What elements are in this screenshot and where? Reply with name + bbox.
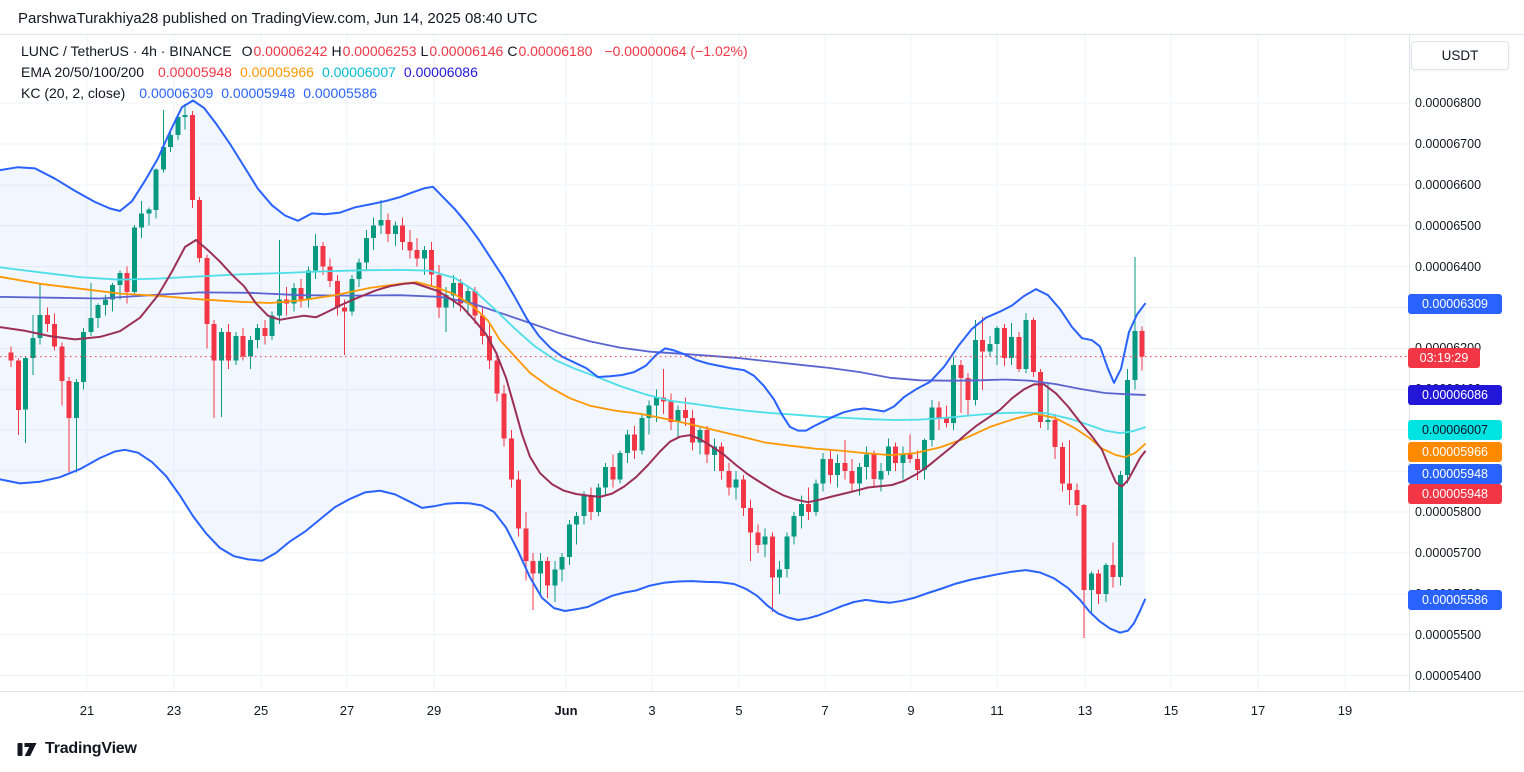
price-axis-label: 0.00006500 (1415, 219, 1482, 233)
ohlc-letter: O (241, 43, 253, 59)
publish-attribution: ParshwaTurakhiya28 published on TradingV… (18, 10, 538, 27)
time-axis-label: 3 (648, 703, 656, 718)
price-axis-label: 0.00006700 (1415, 137, 1482, 151)
gridlines (0, 35, 1408, 691)
kc-band-fill (0, 100, 1145, 633)
ema20-badge: 0.00005948 (1408, 484, 1502, 504)
ohlc-number: 0.00006146 (429, 43, 504, 59)
ema-indicator-label[interactable]: EMA 20/50/100/200 (21, 64, 144, 80)
kc-legend-row: KC (20, 2, close) 0.00006309 0.00005948 0.… (21, 83, 748, 104)
indicator-value: 0.00006007 (321, 64, 396, 80)
ema50-line (0, 275, 1146, 459)
chart-layers (0, 35, 1408, 691)
change-value: −0.00000064 (−1.02%) (604, 43, 748, 59)
currency-toggle-button[interactable]: USDT (1411, 41, 1509, 70)
tradingview-logo-icon (17, 743, 37, 756)
ohlc-letter: L (420, 43, 429, 59)
ohlc-letter: H (331, 43, 342, 59)
ohlc-number: 0.00006242 (253, 43, 328, 59)
time-axis-label: 17 (1250, 703, 1266, 718)
countdown-badge: 03:19:29 (1408, 348, 1480, 368)
price-axis-label: 0.00005700 (1415, 546, 1482, 560)
kc-indicator-values: 0.00006309 0.00005948 0.00005586 (131, 83, 377, 104)
time-axis-label: 23 (166, 703, 182, 718)
indicator-value: 0.00005948 (158, 64, 232, 80)
symbol-title[interactable]: LUNC / TetherUS · 4h · BINANCE (21, 43, 232, 59)
price-axis-label: 0.00006800 (1415, 96, 1482, 110)
ema200-line (0, 291, 1146, 396)
kc-upper-badge: 0.00006309 (1408, 294, 1502, 314)
chart-legend: LUNC / TetherUS · 4h · BINANCE O0.000062… (21, 41, 748, 104)
time-axis-label: 29 (426, 703, 442, 718)
time-axis-label: 9 (907, 703, 915, 718)
time-axis-label: 15 (1163, 703, 1179, 718)
indicator-value: 0.00005586 (303, 85, 378, 101)
time-axis-label: 21 (79, 703, 95, 718)
indicator-value: 0.00005966 (239, 64, 314, 80)
price-axis-label: 0.00006400 (1415, 260, 1482, 274)
time-axis-label: 25 (253, 703, 269, 718)
ohlc-number: 0.00006180 (518, 43, 593, 59)
time-axis-label: 11 (990, 703, 1004, 718)
time-axis-label: 7 (821, 703, 829, 718)
ohlc-letter: C (507, 43, 518, 59)
kc-middle-line (0, 239, 1146, 504)
ohlc-number: 0.00006253 (342, 43, 417, 59)
ema-legend-row: EMA 20/50/100/200 0.00005948 0.00005966 0.… (21, 62, 748, 83)
time-axis-label: 13 (1077, 703, 1093, 718)
ema100-badge: 0.00006007 (1408, 420, 1502, 440)
time-axis-label: Jun (554, 703, 578, 718)
indicator-value: 0.00006086 (403, 64, 478, 80)
indicator-value: 0.00006309 (139, 85, 214, 101)
price-axis-label: 0.00005800 (1415, 505, 1482, 519)
ohlc-values: O0.00006242 H0.00006253 L0.00006146 C0.0000… (238, 41, 593, 62)
tradingview-logo[interactable]: TradingView (16, 738, 137, 760)
ema50-badge: 0.00005966 (1408, 442, 1502, 462)
ema200-badge: 0.00006086 (1408, 385, 1502, 405)
kc-lower-badge: 0.00005586 (1408, 590, 1502, 610)
time-axis-label: 19 (1337, 703, 1353, 718)
price-axis-label: 0.00005500 (1415, 628, 1482, 642)
kc-lower-line (0, 448, 1146, 634)
kc-middle-badge: 0.00005948 (1408, 464, 1502, 484)
price-axis-label: 0.00005400 (1415, 669, 1482, 683)
symbol-legend-row: LUNC / TetherUS · 4h · BINANCE O0.000062… (21, 41, 748, 62)
ema-indicator-values: 0.00005948 0.00005966 0.00006007 0.00006086 (150, 62, 478, 83)
price-axis-label: 0.00006600 (1415, 178, 1482, 192)
kc-indicator-label[interactable]: KC (20, 2, close) (21, 85, 126, 101)
tradingview-logo-text: TradingView (45, 740, 137, 757)
kc-upper-line (0, 99, 1146, 432)
time-axis-label: 27 (339, 703, 355, 718)
time-axis-label: 5 (735, 703, 743, 718)
indicator-value: 0.00005948 (221, 85, 296, 101)
ema100-line (0, 266, 1146, 435)
